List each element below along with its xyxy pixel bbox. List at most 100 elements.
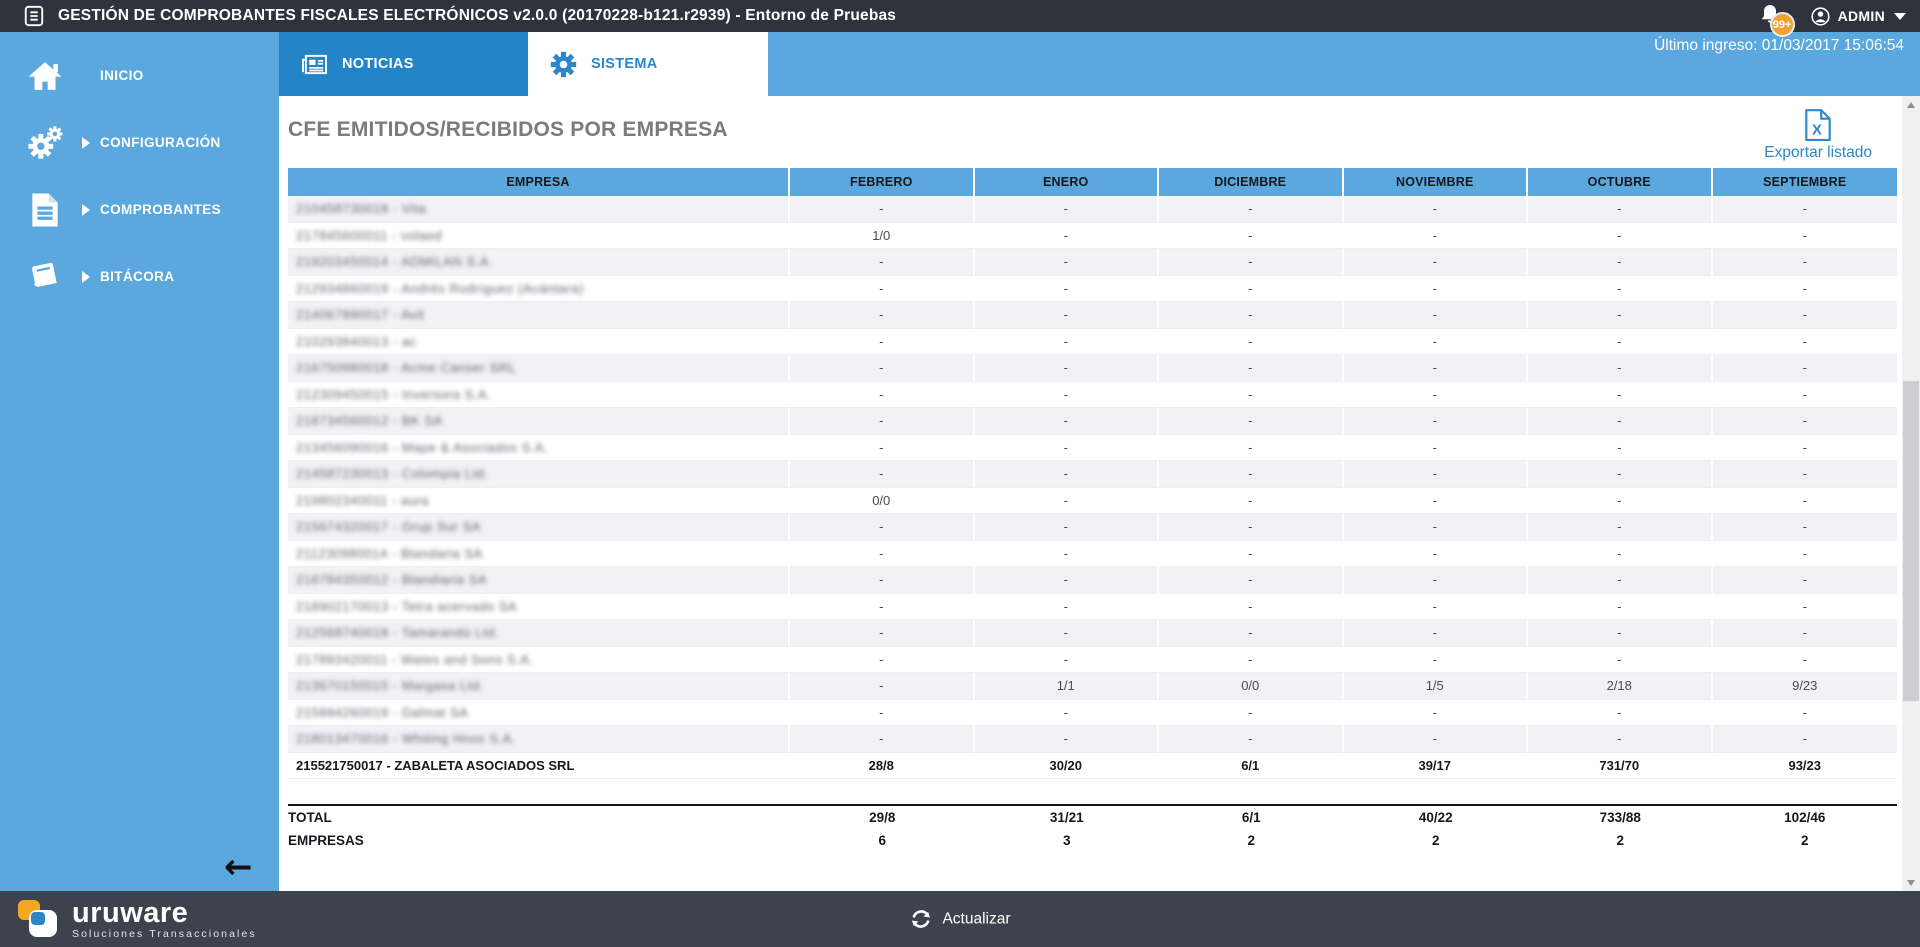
gears-icon xyxy=(22,122,68,164)
value-cell: - xyxy=(974,593,1159,620)
value-cell: - xyxy=(974,328,1159,355)
value-cell: - xyxy=(1159,593,1344,620)
brand-name: uruware xyxy=(72,896,189,929)
home-icon xyxy=(22,55,68,97)
empresa-cell: 213670150015 - Margasa Ltd. xyxy=(288,673,790,700)
value-cell: - xyxy=(1528,328,1713,355)
tab-noticias[interactable]: NOTICIAS xyxy=(279,32,528,96)
value-cell: - xyxy=(1528,567,1713,594)
column-header-septiembre: SEPTIEMBRE xyxy=(1712,168,1897,196)
chevron-right-icon xyxy=(82,203,90,216)
empresa-name: 215521750017 - ZABALETA ASOCIADOS SRL xyxy=(296,757,575,773)
sidebar-item-comprobantes[interactable]: COMPROBANTES xyxy=(0,180,279,239)
value-cell: - xyxy=(1528,514,1713,541)
empresa-name: 210293840013 - ac xyxy=(296,333,417,349)
value-cell: - xyxy=(790,249,975,276)
sidebar: INICIO CONFIGURACIÓN COMPROBANTES BITÁCORA xyxy=(0,32,279,891)
cfe-table: EMPRESA FEBRERO ENERO DICIEMBRE NOVIEMBRE OCT… xyxy=(288,168,1897,852)
tab-sistema[interactable]: SISTEMA xyxy=(528,32,768,96)
value-cell: - xyxy=(790,434,975,461)
scrollbar-thumb[interactable] xyxy=(1903,381,1919,701)
value-cell: - xyxy=(1159,699,1344,726)
sidebar-item-label: COMPROBANTES xyxy=(100,202,222,217)
value-cell: - xyxy=(1343,249,1528,276)
value-cell: - xyxy=(974,567,1159,594)
table-row: 219802340011 - aura 0/0- - - - - xyxy=(288,487,1897,514)
sidebar-item-label: CONFIGURACIÓN xyxy=(100,135,221,150)
empresa-name: 217845600011 - volaed xyxy=(296,227,443,243)
empresa-cell: 213456090016 - Mape & Asociados S.A. xyxy=(288,434,790,461)
sidebar-item-bitacora[interactable]: BITÁCORA xyxy=(0,247,279,306)
scroll-down-arrow[interactable] xyxy=(1902,874,1920,891)
collapse-sidebar-arrow[interactable]: ← xyxy=(224,847,253,887)
value-cell: - xyxy=(1528,196,1713,223)
value-cell: - xyxy=(790,514,975,541)
value-cell: - xyxy=(1712,382,1897,408)
value-cell: - xyxy=(790,567,975,594)
totals-value: 29/8 xyxy=(790,804,975,828)
table-row: 211230980014 - Blandaria SA - - - - - - xyxy=(288,540,1897,567)
value-cell: - xyxy=(1712,329,1897,355)
value-cell: 0/0 xyxy=(1159,673,1344,700)
table-row: 216750980018 - Acme Canser SRL - - - - - - xyxy=(288,355,1897,382)
value-cell: - xyxy=(790,726,975,753)
totals-value: 2 xyxy=(1159,828,1344,852)
chevron-down-icon xyxy=(1894,12,1906,20)
main-content: CFE EMITIDOS/RECIBIDOS POR EMPRESA X Exp… xyxy=(279,96,1902,891)
value-cell: - xyxy=(1528,699,1713,726)
value-cell: - xyxy=(1712,276,1897,302)
table-row: 214067890017 - Avit - - - - - - xyxy=(288,302,1897,329)
refresh-label: Actualizar xyxy=(942,910,1011,927)
vertical-scrollbar[interactable] xyxy=(1902,96,1920,891)
value-cell: - xyxy=(1712,514,1897,541)
totals-value: 3 xyxy=(974,828,1159,852)
totals-value: 733/88 xyxy=(1528,804,1713,828)
empresa-cell: 214587230013 - Colompia Ltd. xyxy=(288,461,790,488)
value-cell: - xyxy=(1528,408,1713,435)
value-cell: - xyxy=(1343,355,1528,382)
value-cell: - xyxy=(1159,275,1344,302)
value-cell: - xyxy=(1159,355,1344,382)
empresa-name: 217893420011 - Wates and Sons S.A. xyxy=(296,651,534,667)
value-cell: - xyxy=(1343,434,1528,461)
value-cell: - xyxy=(1343,593,1528,620)
value-cell: - xyxy=(1159,328,1344,355)
user-menu-button[interactable]: ADMIN xyxy=(1810,6,1906,27)
totals-value: 6/1 xyxy=(1159,804,1344,828)
value-cell: - xyxy=(790,328,975,355)
value-cell: - xyxy=(1343,196,1528,223)
empresa-name: 215674320017 - Grup Sur SA xyxy=(296,519,482,535)
tab-strip: NOTICIAS SISTEMA Último ingreso: 01/03/20… xyxy=(279,32,1920,96)
refresh-button[interactable]: Actualizar xyxy=(909,908,1011,931)
value-cell: - xyxy=(1159,222,1344,249)
value-cell: - xyxy=(1343,646,1528,673)
empresa-name: 212568740018 - Tamarandú Ltd. xyxy=(296,625,499,641)
totals-value: 2 xyxy=(1712,828,1897,852)
column-header-empresa: EMPRESA xyxy=(288,168,790,196)
value-cell: - xyxy=(790,593,975,620)
value-cell: - xyxy=(1528,620,1713,647)
value-cell: - xyxy=(1712,196,1897,223)
value-cell: - xyxy=(974,275,1159,302)
export-list-button[interactable]: X Exportar listado xyxy=(1764,108,1872,162)
value-cell: - xyxy=(1159,196,1344,223)
value-cell: - xyxy=(1528,434,1713,461)
sidebar-item-configuracion[interactable]: CONFIGURACIÓN xyxy=(0,113,279,172)
value-cell: - xyxy=(1343,381,1528,408)
footer: uruware Soluciones Transaccionales Actua… xyxy=(0,891,1920,947)
value-cell: - xyxy=(1159,726,1344,753)
value-cell: - xyxy=(1159,381,1344,408)
value-cell: - xyxy=(790,408,975,435)
notifications-badge: 99+ xyxy=(1769,12,1795,37)
sidebar-item-inicio[interactable]: INICIO xyxy=(0,46,279,105)
value-cell: - xyxy=(790,620,975,647)
notifications-button[interactable]: 99+ xyxy=(1758,3,1795,37)
empresa-name: 214067890017 - Avit xyxy=(296,307,425,323)
value-cell: - xyxy=(1712,594,1897,620)
empresa-name: 216784350012 - Blandiaria SA xyxy=(296,572,488,588)
scroll-up-arrow[interactable] xyxy=(1902,96,1920,113)
empresa-cell: 216784350012 - Blandiaria SA xyxy=(288,567,790,594)
empresa-cell: 210293840013 - ac xyxy=(288,328,790,355)
value-cell: - xyxy=(1343,408,1528,435)
empresa-name: 215894260019 - Dalmat SA xyxy=(296,704,469,720)
